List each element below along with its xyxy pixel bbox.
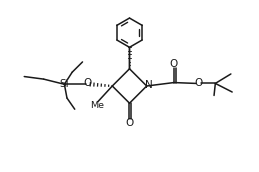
Text: O: O [195,78,203,88]
Text: O: O [170,59,178,69]
Text: N: N [145,79,153,89]
Text: Me: Me [90,101,104,110]
Text: O: O [84,78,92,88]
Text: Si: Si [60,79,69,89]
Text: O: O [125,118,134,128]
Polygon shape [129,47,130,69]
